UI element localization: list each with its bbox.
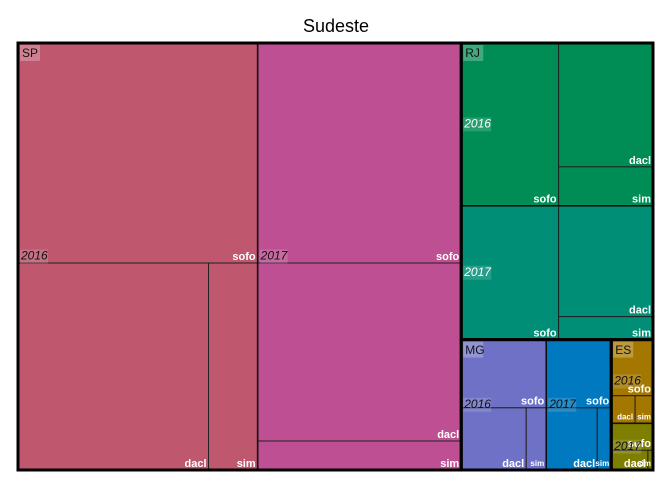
leaf-label: sofo	[436, 251, 460, 263]
leaves	[17, 42, 654, 471]
leaf-label: sim	[530, 459, 544, 468]
leaf	[257, 42, 462, 264]
leaf	[460, 339, 547, 409]
leaf	[558, 42, 654, 168]
year-label-bg	[548, 397, 577, 412]
leaf-label: sim	[595, 459, 609, 468]
leaf	[17, 42, 259, 264]
leaf-label: dacl	[629, 155, 651, 167]
state-label-bg	[613, 341, 634, 358]
leaf	[208, 262, 259, 471]
leaf-label: sofo	[533, 194, 557, 206]
leaf	[558, 205, 654, 318]
year-label-bg	[613, 439, 642, 454]
leaf	[545, 339, 612, 409]
state-label-bg	[463, 45, 484, 61]
leaf-label: sofo	[586, 396, 610, 408]
year-label-bg	[463, 117, 492, 132]
state-label-bg	[463, 341, 484, 358]
leaf-label: dacl	[629, 305, 651, 317]
year-label: 2016	[463, 397, 491, 411]
year-label-bg	[613, 374, 642, 389]
leaf-label: dacl	[185, 458, 207, 470]
year-label-bg	[463, 397, 492, 412]
state-label-bg	[20, 45, 40, 61]
year-label: 2016	[463, 117, 491, 131]
year-label: 2017	[260, 249, 289, 263]
year-label: 2017	[463, 265, 492, 279]
state-label: ES	[615, 343, 631, 357]
year-label: 2017	[548, 397, 577, 411]
leaf-label: sofo	[628, 384, 652, 396]
leaf	[460, 205, 560, 341]
leaf	[257, 262, 462, 442]
leaf	[17, 262, 210, 471]
leaf-label: sim	[637, 459, 651, 468]
year-label-bg	[20, 249, 48, 264]
leaf-label: dacl	[624, 458, 646, 470]
leaf	[460, 407, 527, 471]
leaf	[257, 440, 462, 471]
outer-border	[16, 41, 655, 472]
leaf-label: sofo	[628, 438, 652, 450]
leaf-label: sofo	[533, 328, 557, 340]
year-label: 2016	[20, 249, 48, 263]
year-label: 2016	[613, 374, 641, 388]
year-label-bg	[463, 265, 492, 280]
year-label-bg	[259, 249, 288, 264]
leaf-label: sim	[637, 412, 651, 421]
chart-title: Sudeste	[303, 16, 369, 36]
leaf	[610, 339, 654, 397]
leaf-label: sim	[632, 328, 651, 340]
leaf-label: sofo	[521, 396, 545, 408]
year-label: 2017	[613, 439, 642, 453]
leaf-label: dacl	[502, 458, 524, 470]
state-label: RJ	[465, 46, 480, 60]
leaf-label: sofo	[232, 251, 256, 263]
state-label: MG	[465, 343, 484, 357]
state-label: SP	[22, 46, 38, 60]
leaf-label: sim	[237, 458, 256, 470]
leaf-label: dacl	[573, 458, 595, 470]
leaf-label: dacl	[617, 412, 633, 421]
state-borders	[16, 41, 655, 472]
leaf-label: dacl	[437, 429, 459, 441]
leaf-label: sim	[440, 458, 459, 470]
leaf-label: sim	[632, 194, 651, 206]
